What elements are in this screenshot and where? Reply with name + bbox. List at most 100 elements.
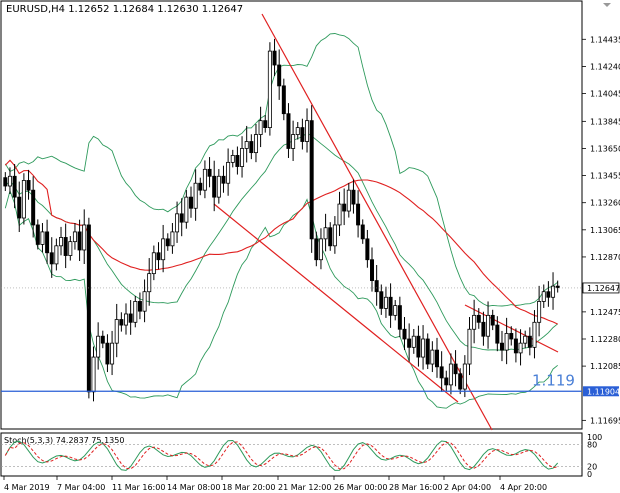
candle-body	[425, 338, 430, 365]
stoch-label: Stoch(5,3,3) 74.2837 75.1350	[4, 436, 124, 445]
candle-body	[128, 313, 133, 323]
candle-body	[430, 349, 435, 365]
candle-body	[45, 231, 50, 254]
price-tick-label: 1.11695	[590, 416, 620, 425]
candle-body	[105, 342, 110, 365]
candle-body	[68, 241, 73, 256]
candle-body	[518, 342, 523, 354]
moving-average	[4, 159, 558, 325]
price-tick-label: 1.14045	[590, 90, 620, 99]
candle-body	[165, 238, 170, 247]
candle-body	[40, 231, 45, 245]
candle-body	[546, 291, 551, 298]
time-tick-label: 18 Mar 20:00	[222, 483, 275, 492]
time-axis: 4 Mar 2019 7 Mar 04:00 11 Mar 16:00 14 Mar …	[3, 476, 547, 492]
candle-body	[21, 180, 26, 219]
candle-body	[332, 224, 337, 247]
candle-body	[277, 64, 282, 87]
candle-body	[77, 231, 82, 251]
candle-body	[170, 231, 175, 247]
candle-body	[360, 224, 365, 240]
candle-body	[151, 252, 156, 275]
trendline-upper	[261, 13, 493, 431]
candle-body	[337, 203, 342, 226]
candle-body	[175, 213, 180, 233]
candle-body	[462, 363, 467, 390]
candle-body	[49, 252, 54, 265]
candle-body	[314, 238, 319, 261]
candle-body	[188, 196, 193, 209]
candle-body	[342, 203, 347, 212]
candle-body	[263, 120, 268, 129]
candle-body	[100, 335, 105, 344]
candle-body	[527, 335, 532, 348]
candle-body	[240, 148, 245, 167]
candle-body	[509, 333, 514, 340]
candle-body	[207, 168, 212, 177]
candle-body	[323, 227, 328, 240]
current-price-box	[582, 282, 620, 294]
candle-body	[416, 335, 421, 358]
candle-body	[230, 155, 235, 163]
candle-body	[142, 291, 147, 312]
candle-body	[397, 305, 402, 330]
candle-body	[356, 203, 361, 226]
candle-body	[147, 273, 152, 293]
candle-body	[272, 50, 277, 66]
stoch-level-label: 80	[587, 440, 597, 449]
time-tick-label: 21 Mar 12:00	[278, 483, 331, 492]
candle-body	[184, 196, 189, 223]
candle-body	[318, 238, 323, 261]
candle-body	[235, 155, 240, 167]
candle-body	[133, 301, 138, 323]
price-tick-label: 1.12475	[590, 308, 620, 317]
candle-body	[72, 231, 77, 243]
candle-body	[179, 213, 184, 223]
candle-body	[281, 85, 286, 115]
price-axis: 1.14435 1.14240 1.14045 1.13845 1.13650 1.134…	[1, 35, 620, 425]
candle-body	[434, 349, 439, 368]
time-tick-label: 28 Mar 16:00	[389, 483, 442, 492]
candle-body	[258, 120, 263, 135]
price-tick-label: 1.13650	[590, 144, 620, 153]
candle-body	[453, 363, 458, 375]
candle-body	[54, 245, 59, 265]
candle-body	[309, 120, 314, 240]
stoch-signal-line	[4, 441, 558, 470]
trendlines[interactable]	[213, 13, 559, 431]
time-tick-label: 26 Mar 00:00	[334, 483, 387, 492]
candle-body	[532, 321, 537, 348]
candle-body	[286, 113, 291, 149]
price-tick-label: 1.13455	[590, 172, 620, 181]
annotation-1119[interactable]: 1.119	[532, 371, 575, 389]
candle-body	[12, 175, 17, 198]
candle-body	[82, 224, 87, 251]
candle-body	[226, 161, 231, 184]
candle-body	[458, 373, 463, 390]
candle-body	[393, 305, 398, 316]
time-tick-label: 7 Mar 04:00	[57, 483, 105, 492]
time-tick-label: 14 Mar 08:00	[167, 483, 220, 492]
candle-body	[212, 175, 217, 198]
candle-body	[374, 280, 379, 293]
time-tick-label: 11 Mar 16:00	[112, 483, 165, 492]
candle-body	[421, 338, 426, 358]
candle-body	[499, 342, 504, 351]
candle-body	[365, 238, 370, 261]
candle-body	[202, 168, 207, 191]
candle-body	[388, 296, 393, 316]
candle-body	[119, 319, 124, 326]
candle-body	[244, 141, 249, 149]
candle-body	[351, 189, 356, 205]
candle-body	[476, 314, 481, 323]
candle-body	[221, 175, 226, 184]
symbol-ohlc-label: EURUSD,H4 1.12652 1.12684 1.12630 1.1264…	[6, 4, 243, 15]
price-tick-label: 1.13065	[590, 226, 620, 235]
candle-body	[96, 335, 101, 358]
candle-body	[305, 120, 310, 142]
candle-body	[513, 338, 518, 354]
candle-body	[267, 50, 272, 129]
